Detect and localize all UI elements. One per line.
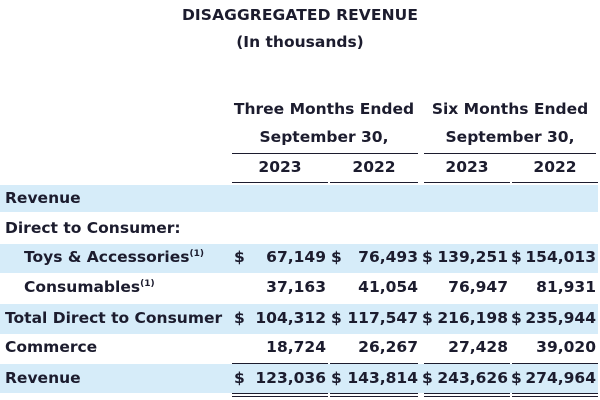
table-subtitle: (In thousands): [236, 33, 364, 51]
currency-symbol: $: [422, 369, 433, 387]
double-underline: [424, 396, 510, 397]
three-months-header-line1: Three Months Ended: [233, 100, 415, 118]
row-label-revenue-total: Revenue: [5, 369, 81, 387]
total-rule: [424, 363, 510, 364]
row-band: [0, 304, 598, 334]
cell-value: 67,149: [266, 248, 326, 266]
currency-symbol: $: [511, 248, 522, 266]
year-header: 2022: [533, 158, 577, 176]
cell-value: 274,964: [525, 369, 596, 387]
cell-value: 37,163: [266, 278, 326, 296]
row-label-text: Consumables: [24, 278, 141, 296]
currency-symbol: $: [331, 248, 342, 266]
cell-value: 39,020: [536, 338, 596, 356]
six-months-rule: [424, 153, 596, 154]
year-rule: [424, 182, 510, 183]
currency-symbol: $: [234, 248, 245, 266]
cell-value: 117,547: [347, 309, 418, 327]
cell-value: 104,312: [255, 309, 326, 327]
double-underline: [512, 396, 598, 397]
double-underline: [330, 393, 418, 394]
footnote-marker: (1): [189, 249, 204, 259]
year-rule: [330, 182, 418, 183]
cell-value: 123,036: [255, 369, 326, 387]
double-underline: [512, 393, 598, 394]
cell-value: 235,944: [525, 309, 596, 327]
cell-value: 76,947: [448, 278, 508, 296]
row-label-total-direct-to-consumer: Total Direct to Consumer: [5, 309, 223, 327]
year-header: 2023: [445, 158, 489, 176]
row-label-consumables: Consumables(1): [24, 278, 155, 296]
currency-symbol: $: [331, 309, 342, 327]
double-underline: [232, 393, 328, 394]
currency-symbol: $: [511, 309, 522, 327]
cell-value: 139,251: [437, 248, 508, 266]
total-rule: [512, 363, 598, 364]
row-label-direct-to-consumer: Direct to Consumer:: [5, 219, 181, 237]
cell-value: 243,626: [437, 369, 508, 387]
double-underline: [330, 396, 418, 397]
six-months-header-line2: September 30,: [445, 128, 575, 146]
year-rule: [232, 182, 328, 183]
currency-symbol: $: [422, 248, 433, 266]
year-header: 2022: [352, 158, 396, 176]
six-months-header-line1: Six Months Ended: [431, 100, 589, 118]
row-band: [0, 364, 598, 393]
three-months-header-line2: September 30,: [259, 128, 389, 146]
currency-symbol: $: [422, 309, 433, 327]
row-label-revenue-heading: Revenue: [5, 189, 81, 207]
cell-value: 18,724: [266, 338, 326, 356]
cell-value: 76,493: [358, 248, 418, 266]
cell-value: 143,814: [347, 369, 418, 387]
total-rule: [232, 363, 328, 364]
row-band: [0, 185, 598, 212]
double-underline: [424, 393, 510, 394]
cell-value: 41,054: [358, 278, 418, 296]
three-months-rule: [232, 153, 418, 154]
cell-value: 26,267: [358, 338, 418, 356]
cell-value: 216,198: [437, 309, 508, 327]
row-band: [0, 244, 598, 273]
currency-symbol: $: [234, 309, 245, 327]
cell-value: 81,931: [536, 278, 596, 296]
row-label-commerce: Commerce: [5, 338, 98, 356]
footnote-marker: (1): [140, 279, 155, 289]
total-rule: [330, 363, 418, 364]
cell-value: 154,013: [525, 248, 596, 266]
year-rule: [512, 182, 598, 183]
currency-symbol: $: [511, 369, 522, 387]
table-title: DISAGGREGATED REVENUE: [181, 6, 419, 24]
currency-symbol: $: [234, 369, 245, 387]
row-label-text: Toys & Accessories: [24, 248, 190, 266]
cell-value: 27,428: [448, 338, 508, 356]
row-label-toys-accessories: Toys & Accessories(1): [24, 248, 204, 266]
currency-symbol: $: [331, 369, 342, 387]
year-header: 2023: [258, 158, 302, 176]
double-underline: [232, 396, 328, 397]
